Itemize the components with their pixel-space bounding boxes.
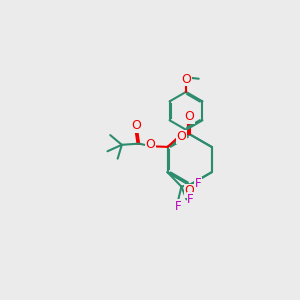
Text: O: O bbox=[184, 110, 194, 123]
Text: F: F bbox=[187, 193, 194, 206]
Text: F: F bbox=[175, 200, 181, 212]
Text: O: O bbox=[181, 73, 191, 86]
Text: F: F bbox=[195, 177, 202, 190]
Text: O: O bbox=[184, 184, 194, 197]
Text: O: O bbox=[131, 119, 141, 132]
Text: O: O bbox=[146, 138, 156, 151]
Text: O: O bbox=[176, 130, 186, 143]
